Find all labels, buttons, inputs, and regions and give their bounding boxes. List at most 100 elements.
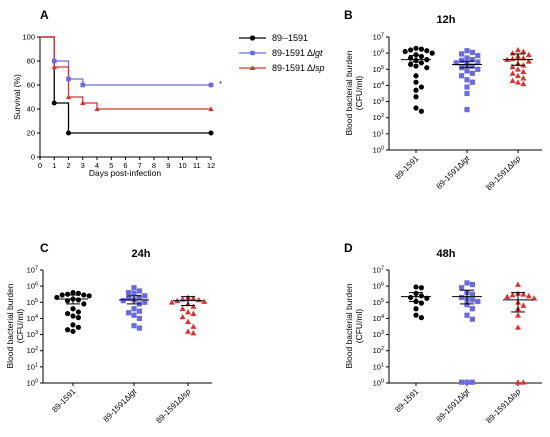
data-point [459, 294, 465, 301]
data-point [126, 290, 132, 296]
y-tick-label: 103 [373, 97, 384, 106]
data-point [413, 94, 419, 100]
data-point [418, 108, 424, 114]
data-point [469, 306, 475, 312]
panel-d-title: 48h [437, 248, 456, 260]
survival-y-tick-label: 60 [27, 81, 35, 90]
survival-x-tick-label: 9 [166, 161, 170, 170]
panel-letter-b: B [344, 8, 353, 22]
data-point [65, 327, 71, 333]
survival-x-tick-label: 5 [109, 161, 113, 170]
survival-chart: Survival (%) Days post-infection * 02040… [12, 33, 222, 178]
panel-b-title: 12h [437, 14, 456, 26]
data-point [81, 292, 87, 298]
data-point [515, 324, 521, 330]
data-point [475, 52, 481, 59]
data-point [515, 312, 521, 318]
y-tick-exponent: 0 [381, 146, 384, 152]
data-point [418, 285, 424, 291]
y-tick-exponent: 4 [381, 314, 384, 320]
y-tick-label: 107 [27, 266, 38, 275]
data-point [201, 298, 208, 304]
survival-y-axis-title: Survival (%) [12, 74, 22, 120]
data-point [136, 294, 142, 301]
data-point [413, 79, 419, 85]
data-point [424, 65, 430, 71]
data-point [131, 290, 137, 297]
y-tick-label: 100 [27, 379, 38, 388]
data-point [131, 306, 137, 312]
data-point [520, 302, 527, 308]
category-label: 89-1591Δlsp [484, 387, 523, 426]
data-point [469, 79, 475, 85]
y-tick-label: 102 [373, 113, 384, 122]
data-point [525, 58, 532, 64]
survival-x-tick-label: 6 [123, 161, 127, 170]
data-point [464, 312, 470, 318]
data-point [81, 301, 87, 307]
data-point [190, 323, 197, 329]
category-label: 89-1591Δlsp [484, 154, 523, 193]
y-tick-exponent: 1 [381, 362, 384, 368]
survival-x-tick-label: 11 [193, 161, 201, 170]
y-tick-exponent: 6 [35, 282, 38, 288]
data-point [515, 281, 521, 287]
data-point [525, 292, 532, 299]
y-tick-label: 105 [27, 298, 38, 307]
data-point [515, 66, 521, 72]
survival-y-tick-label: 100 [22, 33, 35, 42]
data-point [509, 63, 516, 70]
data-point [515, 79, 521, 85]
y-tick-exponent: 5 [381, 65, 384, 71]
data-point [131, 312, 137, 318]
category-label-italic: lsp [509, 387, 523, 401]
survival-line-lsp [40, 36, 211, 110]
data-point [59, 292, 65, 298]
y-tick-label: 105 [373, 298, 384, 307]
data-point [464, 379, 470, 385]
legend-label-lsp: 89-1591 Δlsp [272, 63, 325, 73]
data-point [469, 281, 475, 288]
survival-point-lsp [80, 100, 86, 106]
survival-x-tick-label: 1 [52, 161, 56, 170]
data-point [464, 90, 470, 97]
survival-x-tick-label: 8 [152, 161, 156, 170]
data-point [418, 315, 424, 321]
panel-letter-d: D [344, 241, 353, 255]
data-point [464, 68, 470, 74]
data-point [531, 295, 538, 301]
data-point [413, 312, 419, 318]
survival-x-tick-label: 0 [38, 161, 42, 170]
data-point [459, 73, 465, 79]
legend-item-wt: 89--1591 [239, 33, 308, 43]
data-point [190, 310, 197, 316]
survival-point-wt [51, 100, 57, 106]
data-point [75, 324, 81, 330]
category-label: 89-1591 [50, 387, 78, 415]
data-point [418, 60, 424, 66]
survival-point-wt [66, 130, 71, 136]
data-point [70, 313, 76, 319]
survival-x-tick-label: 4 [95, 161, 99, 170]
survival-line-lgt [40, 36, 211, 86]
data-point [475, 298, 481, 305]
data-point [469, 57, 475, 63]
category-label: 89-1591 [393, 387, 421, 415]
data-point [475, 59, 481, 65]
y-tick-exponent: 1 [381, 129, 384, 135]
panel-letter-a: A [40, 8, 49, 22]
data-point [469, 379, 475, 385]
y-tick-exponent: 7 [35, 266, 38, 272]
survival-x-axis-title: Days post-infection [89, 168, 162, 178]
data-point [70, 306, 76, 312]
data-point [509, 55, 516, 62]
data-point [413, 45, 419, 51]
data-point [413, 306, 419, 312]
data-point [469, 297, 475, 303]
data-point [515, 72, 521, 79]
category-label-italic: lsp [509, 154, 523, 168]
survival-y-tick-label: 80 [27, 57, 35, 66]
y-tick-label: 106 [373, 282, 384, 291]
data-point [185, 318, 191, 325]
